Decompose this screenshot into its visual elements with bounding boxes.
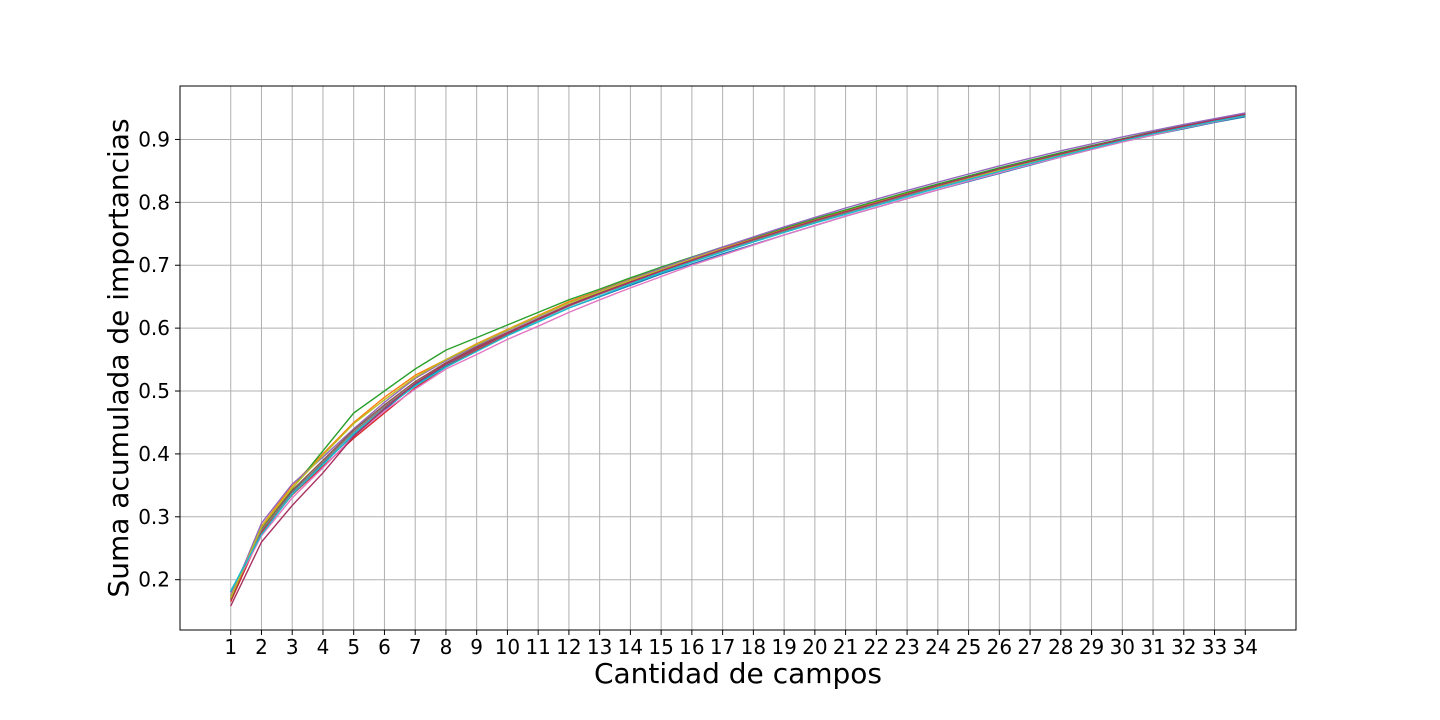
series-line-7 [230, 114, 1246, 596]
x-tick-label: 18 [741, 635, 766, 659]
x-tick-label: 19 [771, 635, 796, 659]
x-tick-label: 21 [833, 635, 858, 659]
x-tick-label: 9 [470, 635, 483, 659]
x-tick-label: 4 [317, 635, 330, 659]
x-tick-label: 32 [1171, 635, 1196, 659]
x-tick-label: 12 [556, 635, 581, 659]
y-tick-label: 0.8 [138, 190, 170, 214]
x-tick-label: 11 [525, 635, 550, 659]
x-tick-label: 15 [648, 635, 673, 659]
x-tick-label: 3 [286, 635, 299, 659]
y-tick-label: 0.9 [138, 127, 170, 151]
x-tick-label: 30 [1110, 635, 1135, 659]
series-line-9 [230, 114, 1246, 599]
series-line-10 [230, 114, 1246, 592]
x-tick-label: 8 [440, 635, 453, 659]
x-tick-label: 28 [1048, 635, 1073, 659]
series-line-8 [230, 114, 1246, 597]
x-tick-label: 29 [1079, 635, 1104, 659]
y-tick-label: 0.4 [138, 442, 170, 466]
y-tick-label: 0.6 [138, 316, 170, 340]
x-axis-label: Cantidad de campos [594, 657, 882, 690]
y-tick-label: 0.2 [138, 568, 170, 592]
series-lines [230, 112, 1246, 607]
x-tick-label: 24 [925, 635, 950, 659]
x-tick-label: 13 [587, 635, 612, 659]
series-line-2 [230, 113, 1246, 599]
x-tick-label: 2 [255, 635, 268, 659]
series-line-4 [230, 113, 1246, 602]
x-tick-label: 17 [710, 635, 735, 659]
x-tick-label: 1 [224, 635, 237, 659]
y-axis-label: Suma acumulada de importancias [102, 118, 135, 597]
series-line-1 [230, 116, 1246, 593]
x-tick-label: 26 [987, 635, 1012, 659]
x-tick-label: 7 [409, 635, 422, 659]
grid [180, 86, 1296, 630]
y-tick-label: 0.3 [138, 505, 170, 529]
x-tick-label: 6 [378, 635, 391, 659]
x-axis-ticks: 1 2 3 4 5 6 7 8 9 10 11 12 13 14 15 16 17 18 19 20 21 22 23 24 2… [224, 630, 1258, 659]
y-tick-label: 0.5 [138, 379, 170, 403]
x-tick-label: 23 [894, 635, 919, 659]
x-tick-label: 5 [347, 635, 360, 659]
x-tick-label: 20 [802, 635, 827, 659]
series-line-5 [230, 112, 1246, 598]
series-line-11 [230, 113, 1246, 607]
x-tick-label: 10 [495, 635, 520, 659]
x-tick-label: 22 [864, 635, 889, 659]
x-tick-label: 34 [1233, 635, 1258, 659]
x-tick-label: 27 [1017, 635, 1042, 659]
y-tick-label: 0.7 [138, 253, 170, 277]
x-tick-label: 25 [956, 635, 981, 659]
series-line-3 [230, 113, 1246, 596]
x-tick-label: 16 [679, 635, 704, 659]
x-tick-label: 14 [618, 635, 643, 659]
series-line-6 [230, 114, 1246, 601]
y-axis-ticks: 0.2 0.3 0.4 0.5 0.6 0.7 0.8 0.9 [138, 127, 180, 592]
x-tick-label: 33 [1202, 635, 1227, 659]
x-tick-label: 31 [1140, 635, 1165, 659]
plot-frame [179, 85, 1297, 631]
